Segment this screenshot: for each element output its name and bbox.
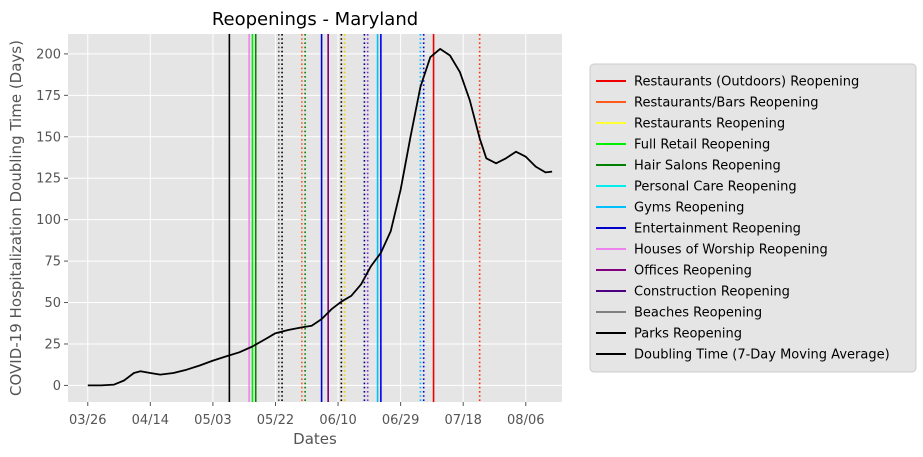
x-tick-label: 06/29 <box>382 413 419 428</box>
reopening-lines <box>228 34 481 402</box>
legend-label: Restaurants (Outdoors) Reopening <box>634 75 859 90</box>
y-tick-label: 200 <box>36 47 61 62</box>
x-axis-label: Dates <box>293 430 337 448</box>
legend-label: Restaurants Reopening <box>634 117 785 132</box>
x-tick-label: 06/10 <box>319 413 356 428</box>
legend-label: Personal Care Reopening <box>634 180 797 195</box>
y-axis-ticks: 0 25 50 75 100 125 150 175 200 <box>36 47 68 394</box>
legend-label: Doubling Time (7-Day Moving Average) <box>634 348 890 363</box>
legend-label: Beaches Reopening <box>634 306 762 321</box>
x-tick-label: 07/18 <box>444 413 481 428</box>
chart-title: Reopenings - Maryland <box>212 9 418 30</box>
legend-frame <box>589 63 917 373</box>
legend: Restaurants (Outdoors) Reopening Restaura… <box>589 63 917 373</box>
y-tick-label: 125 <box>36 172 61 187</box>
y-tick-label: 75 <box>44 255 61 270</box>
x-tick-label: 03/26 <box>69 413 106 428</box>
legend-label: Construction Reopening <box>634 285 790 300</box>
y-tick-label: 100 <box>36 213 61 228</box>
plot-area <box>68 34 562 402</box>
legend-label: Offices Reopening <box>634 264 752 279</box>
y-tick-label: 50 <box>44 296 61 311</box>
legend-label: Parks Reopening <box>634 327 742 342</box>
y-tick-label: 175 <box>36 89 61 104</box>
x-tick-label: 08/06 <box>507 413 544 428</box>
legend-label: Full Retail Reopening <box>634 138 770 153</box>
legend-label: Restaurants/Bars Reopening <box>634 96 818 111</box>
y-tick-label: 0 <box>53 379 61 394</box>
x-axis-ticks: 03/26 04/14 05/03 05/22 06/10 06/29 07/18 08/06 <box>69 402 545 428</box>
y-tick-label: 150 <box>36 130 61 145</box>
y-axis-label: COVID-19 Hospitalization Doubling Time (… <box>7 40 25 396</box>
y-tick-label: 25 <box>44 337 61 352</box>
legend-label: Houses of Worship Reopening <box>634 243 828 258</box>
x-tick-label: 05/03 <box>194 413 231 428</box>
x-tick-label: 04/14 <box>132 413 169 428</box>
legend-label: Gyms Reopening <box>634 201 744 216</box>
legend-items: Restaurants (Outdoors) Reopening Restaura… <box>596 75 890 363</box>
legend-label: Hair Salons Reopening <box>634 159 781 174</box>
series-lines <box>87 48 553 387</box>
legend-label: Entertainment Reopening <box>634 222 801 237</box>
x-tick-label: 05/22 <box>257 413 294 428</box>
series-line <box>87 48 553 387</box>
